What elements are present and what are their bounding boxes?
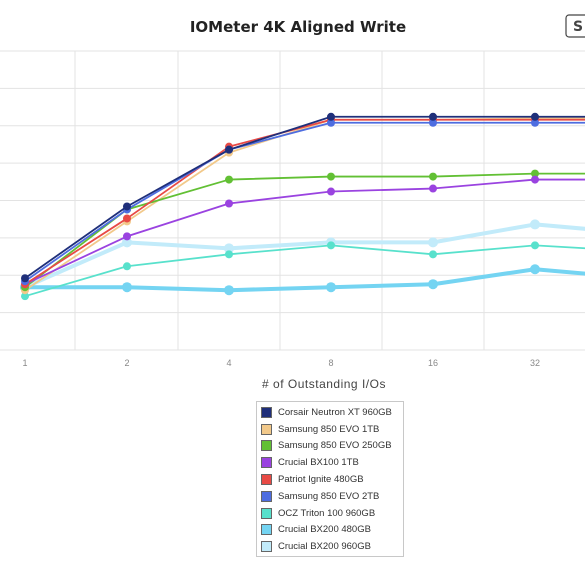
data-point [327,112,335,121]
x-tick-label: 1 [22,358,27,368]
data-point [531,241,539,250]
data-point [429,118,437,127]
legend-label: Crucial BX100 1TB [278,457,359,469]
data-point [224,285,234,296]
series-5 [21,118,585,286]
data-point [123,262,131,271]
data-point [531,118,539,127]
legend-item: Crucial BX200 960GB [261,538,399,555]
series-line [24,117,585,291]
legend-label: Patriot Ignite 480GB [278,474,364,486]
legend-label: OCZ Triton 100 960GB [278,507,376,519]
data-point [429,184,437,193]
series-7 [20,264,585,296]
legend-item: Patriot Ignite 480GB [261,471,399,488]
legend-swatch [261,406,272,418]
data-point [21,274,29,283]
data-point [122,282,132,293]
legend-item: Samsung 850 EVO 250GB [261,438,399,455]
data-point [531,169,539,178]
x-tick-label: 8 [328,358,333,368]
data-point [327,172,335,181]
legend-item: Crucial BX200 480GB [261,522,399,539]
series-line [24,121,585,282]
x-tick-labels: 1 2 4 8 16 32 [22,358,540,368]
x-tick-label: 2 [124,358,129,368]
data-point [225,145,233,154]
legend: Corsair Neutron XT 960GB Samsung 850 EVO … [256,401,404,557]
legend-swatch [261,423,272,435]
series-1 [21,114,585,295]
legend-label: Samsung 850 EVO 250GB [278,440,392,452]
legend-swatch [261,541,272,553]
series-line [24,115,585,279]
data-point [530,219,540,230]
legend-item: OCZ Triton 100 960GB [261,505,399,522]
data-point [123,214,131,223]
data-point [429,112,437,121]
series-6 [21,241,585,301]
site-logo: S [565,14,585,38]
grid [0,50,585,351]
legend-label: Crucial BX200 960GB [278,541,371,553]
x-axis-label: # of Outstanding I/Os [262,377,386,391]
x-tick-label: 4 [226,358,231,368]
series-4 [21,115,585,289]
x-tick-label: 16 [428,358,438,368]
legend-label: Crucial BX200 480GB [278,524,371,536]
legend-swatch [261,507,272,519]
legend-swatch [261,457,272,469]
data-point [327,187,335,196]
series-0 [21,112,585,283]
data-point [429,250,437,259]
data-point [123,202,131,211]
data-point [530,264,540,275]
legend-item: Crucial BX100 1TB [261,454,399,471]
legend-swatch [261,440,272,452]
data-point [326,282,336,293]
data-point [225,199,233,208]
series-8 [20,219,585,293]
series-line [24,118,585,285]
data-point [225,250,233,259]
data-point [531,112,539,121]
data-point [327,118,335,127]
legend-label: Samsung 850 EVO 1TB [278,423,380,435]
data-point [224,243,234,254]
legend-swatch [261,524,272,536]
legend-item: Samsung 850 EVO 2TB [261,488,399,505]
data-point [531,175,539,184]
data-point [122,237,132,248]
data-point [327,241,335,250]
legend-swatch [261,490,272,502]
series-layer [20,112,585,301]
legend-item: Corsair Neutron XT 960GB [261,404,399,421]
legend-label: Corsair Neutron XT 960GB [278,406,392,418]
legend-label: Samsung 850 EVO 2TB [278,490,380,502]
data-point [123,232,131,241]
data-point [428,237,438,248]
chart-title: IOMeter 4K Aligned Write [190,18,406,36]
svg-text:S: S [573,19,583,35]
data-point [429,172,437,181]
x-tick-label: 32 [530,358,540,368]
data-point [225,175,233,184]
legend-item: Samsung 850 EVO 1TB [261,421,399,438]
legend-swatch [261,474,272,486]
data-point [428,279,438,290]
data-point [21,292,29,301]
